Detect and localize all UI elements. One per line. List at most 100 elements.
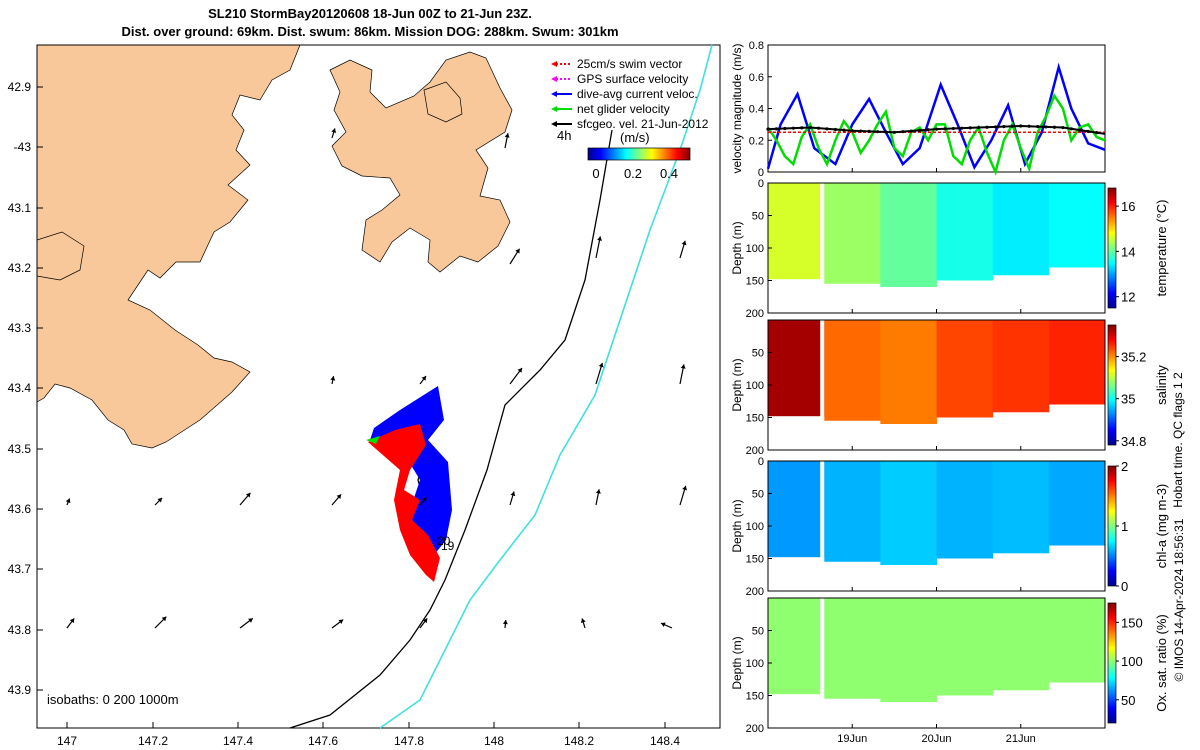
- coastal-inlet-land: [37, 231, 85, 281]
- sfcgeo-speed-marker: [968, 126, 972, 130]
- geostrophic-arrow: [509, 367, 523, 385]
- geostrophic-arrow: [595, 362, 604, 385]
- colorbar-tick-label: 100: [1121, 654, 1143, 669]
- section-y-tick-label: 150: [746, 554, 764, 566]
- section-cell: [1048, 183, 1106, 268]
- map-y-tick-label: 43.4: [8, 381, 32, 395]
- geostrophic-arrow: [509, 248, 521, 265]
- legend-entry: 25cm/s swim vector: [551, 57, 682, 71]
- section-y-tick-label: 100: [746, 658, 764, 670]
- colorbar-tick-label: 14: [1121, 244, 1135, 259]
- sfcgeo-speed-marker: [859, 129, 863, 133]
- colorbar-tick-label: 34.8: [1121, 434, 1146, 449]
- map-panel: 20 19 147 147.2 147.4 147.6 147.8 148 148.2 148…: [8, 44, 721, 748]
- sfcgeo-speed-marker: [1086, 129, 1090, 133]
- legend-label: dive-avg current veloc.: [577, 87, 698, 101]
- island-land: [423, 81, 463, 123]
- section-ylabel: Depth (m): [730, 636, 744, 689]
- colorbar-label: chl-a (mg m-3): [1154, 484, 1169, 569]
- track-label-19: 19: [441, 539, 455, 553]
- velocity-ylabel: velocity magnitude (m/s): [730, 43, 744, 173]
- map-y-tick-label: 43.3: [8, 321, 32, 335]
- section-ylabel: Depth (m): [730, 221, 744, 274]
- section-cell: [824, 183, 881, 284]
- sfcgeo-speed-marker: [884, 130, 888, 134]
- legend-label: net glider velocity: [577, 102, 670, 116]
- sfcgeo-speed-marker: [951, 126, 955, 131]
- imos-credit: © IMOS 14-Apr-2024 18:56:31: [1172, 518, 1186, 681]
- speed-colorbar-tick-label: 0.2: [624, 166, 642, 181]
- map-y-tick-label: 43.6: [8, 502, 32, 516]
- map-y-tick-label: -43: [14, 140, 32, 154]
- geostrophic-arrow: [679, 364, 686, 385]
- colorbar-label: temperature (°C): [1154, 200, 1169, 297]
- dashed-arrow-icon: [551, 76, 572, 82]
- sfcgeo-speed-marker: [1036, 124, 1040, 129]
- section-colorbar: [1107, 602, 1117, 724]
- section-y-tick-label: 0: [758, 178, 764, 190]
- land-group: [37, 45, 513, 449]
- geostrophic-arrow: [595, 236, 602, 259]
- section-y-tick-label: 200: [746, 308, 764, 320]
- figure-title-line2: Dist. over ground: 69km. Dist. swum: 86k…: [121, 24, 619, 39]
- section-y-tick-label: 200: [746, 723, 764, 735]
- sfcgeo-speed-marker: [1010, 124, 1014, 128]
- colorbar-tick-label: 0: [1121, 579, 1128, 594]
- geostrophic-arrow: [239, 492, 251, 506]
- sfcgeo-speed-marker: [867, 129, 871, 133]
- velocity-y-tick-label: 0: [758, 167, 764, 179]
- map-y-tick-label: 43.1: [8, 201, 32, 215]
- colorbar-tick-label: 50: [1121, 693, 1135, 708]
- section-cell: [768, 598, 825, 695]
- geostrophic-arrow: [679, 485, 687, 506]
- time-axis: 19Jun 20Jun 21Jun: [837, 168, 1036, 745]
- salinity-section: 50 100 150 200 Depth (m) 34.8 35 35.2 salinity: [730, 319, 1169, 457]
- section-y-tick-label: 0: [758, 456, 764, 468]
- section-cell: [880, 183, 937, 287]
- oxygen-section: 50 100 150 200 Depth (m) 50 100 150 Ox. sat. rat…: [730, 597, 1169, 735]
- map-y-tick-label: 43.8: [8, 623, 32, 637]
- section-cell: [1048, 461, 1106, 546]
- section-y-tick-label: 200: [746, 445, 764, 457]
- legend-entry: GPS surface velocity: [551, 72, 688, 86]
- sfcgeo-speed-marker: [1094, 131, 1099, 135]
- geostrophic-arrow: [504, 133, 510, 149]
- geostrophic-arrow-field: [65, 128, 687, 629]
- section-data-gap: [820, 320, 825, 450]
- section-colorbar: [1107, 324, 1117, 446]
- net-glider-speed-line: [766, 93, 1106, 176]
- section-cell: [992, 320, 1050, 413]
- map-x-tick-label: 148.2: [564, 734, 594, 748]
- geostrophic-arrow: [509, 491, 516, 506]
- section-cell: [992, 183, 1050, 276]
- colorbar-label: salinity: [1154, 365, 1169, 405]
- section-data-gap: [820, 183, 825, 313]
- tasman-peninsula-land: [37, 45, 301, 449]
- velocity-y-tick-label: 0.2: [749, 135, 764, 147]
- map-y-tick-label: 43.7: [8, 562, 32, 576]
- map-y-tick-label: 42.9: [8, 80, 32, 94]
- section-cell: [880, 461, 937, 565]
- map-x-tick-label: 147: [57, 734, 77, 748]
- velocity-y-tick-label: 0.8: [749, 40, 764, 52]
- temperature-section: 0 50 100 150 200 Depth (m) 12 14 16 temperature (…: [730, 178, 1169, 320]
- sfcgeo-speed-marker: [791, 126, 795, 130]
- colorbar-tick-label: 1: [1121, 519, 1128, 534]
- colorbar-tick-label: 16: [1121, 199, 1135, 214]
- sfcgeo-speed-marker: [850, 129, 854, 133]
- section-ylabel: Depth (m): [730, 499, 744, 552]
- sfcgeo-speed-marker: [842, 128, 846, 132]
- map-x-tick-label: 147.8: [394, 734, 424, 748]
- section-y-tick-label: 100: [746, 243, 764, 255]
- geostrophic-arrow: [419, 375, 427, 385]
- colorbar-tick-label: 35: [1121, 392, 1135, 407]
- sfcgeo-speed-marker: [977, 125, 981, 130]
- sfcgeo-speed-marker: [1027, 124, 1031, 128]
- geostrophic-arrow: [679, 240, 687, 259]
- sfcgeo-speed-marker: [875, 130, 880, 134]
- sfcgeo-speed-marker: [892, 130, 896, 134]
- section-cell: [1048, 320, 1106, 405]
- geostrophic-arrow: [239, 617, 254, 629]
- sfcgeo-speed-marker: [816, 126, 821, 130]
- colorbar-tick-label: 12: [1121, 290, 1135, 305]
